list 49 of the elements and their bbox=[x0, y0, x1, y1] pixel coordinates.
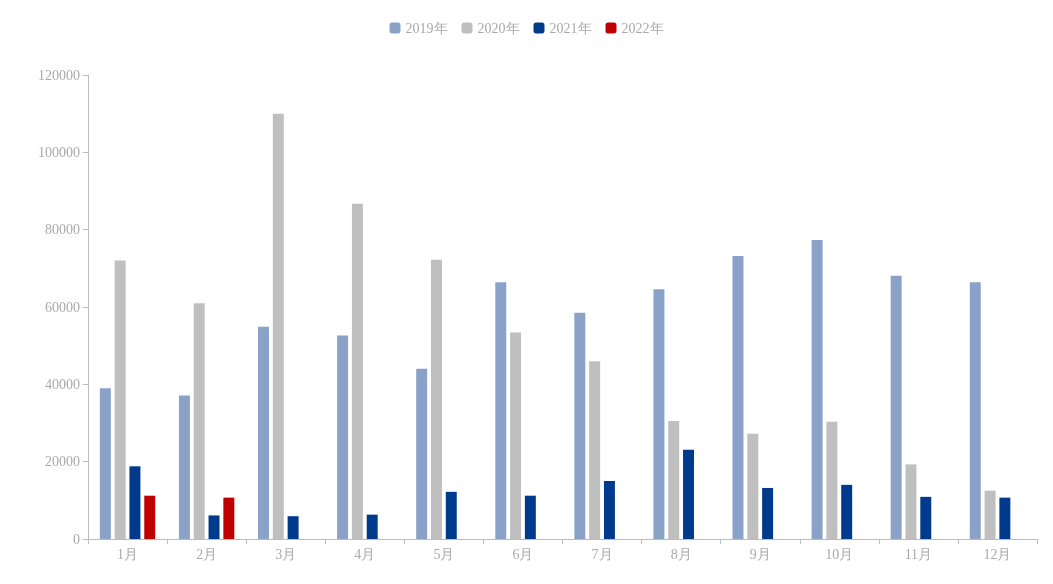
bar bbox=[223, 497, 235, 539]
y-tick-label: 0 bbox=[73, 531, 80, 547]
bar bbox=[287, 516, 299, 539]
x-tick-label: 1月 bbox=[117, 546, 139, 562]
x-tick-label: 8月 bbox=[670, 546, 692, 562]
bar bbox=[841, 484, 853, 539]
bar bbox=[811, 240, 823, 539]
y-tick-label: 20000 bbox=[45, 454, 80, 470]
x-tick-label: 11月 bbox=[904, 546, 933, 562]
bar bbox=[99, 388, 111, 539]
x-tick-label: 4月 bbox=[354, 546, 376, 562]
bar bbox=[416, 368, 428, 539]
bar bbox=[144, 495, 156, 539]
legend-label: 2019年 bbox=[405, 20, 448, 36]
x-tick-label: 10月 bbox=[825, 546, 854, 562]
y-tick-label: 60000 bbox=[45, 299, 80, 315]
legend-label: 2022年 bbox=[621, 20, 664, 36]
bar bbox=[495, 282, 507, 539]
y-tick-label: 80000 bbox=[45, 222, 80, 238]
bar bbox=[969, 282, 981, 539]
y-tick-label: 100000 bbox=[38, 144, 80, 160]
bar bbox=[574, 312, 586, 539]
bar bbox=[366, 514, 378, 539]
x-tick-label: 2月 bbox=[196, 546, 218, 562]
x-tick-label: 5月 bbox=[433, 546, 455, 562]
bar bbox=[603, 481, 615, 539]
bar bbox=[999, 497, 1011, 539]
bar bbox=[208, 515, 220, 539]
bar bbox=[683, 449, 695, 539]
bar bbox=[337, 335, 349, 539]
x-tick-label: 7月 bbox=[591, 546, 613, 562]
bar bbox=[653, 289, 665, 539]
y-tick-label: 40000 bbox=[45, 376, 80, 392]
bar bbox=[890, 275, 902, 539]
x-tick-label: 3月 bbox=[275, 546, 297, 562]
bar bbox=[920, 496, 932, 539]
bar bbox=[258, 326, 269, 539]
bar bbox=[445, 491, 457, 539]
bar bbox=[129, 466, 141, 539]
legend-label: 2021年 bbox=[549, 20, 592, 36]
bar bbox=[524, 495, 536, 539]
x-tick-label: 12月 bbox=[983, 546, 1012, 562]
bar bbox=[178, 395, 190, 539]
x-tick-label: 9月 bbox=[749, 546, 771, 562]
x-tick-label: 6月 bbox=[512, 546, 534, 562]
bar bbox=[732, 255, 744, 539]
y-tick-label: 120000 bbox=[38, 67, 80, 83]
bar bbox=[762, 487, 774, 539]
legend-label: 2020年 bbox=[477, 20, 520, 36]
